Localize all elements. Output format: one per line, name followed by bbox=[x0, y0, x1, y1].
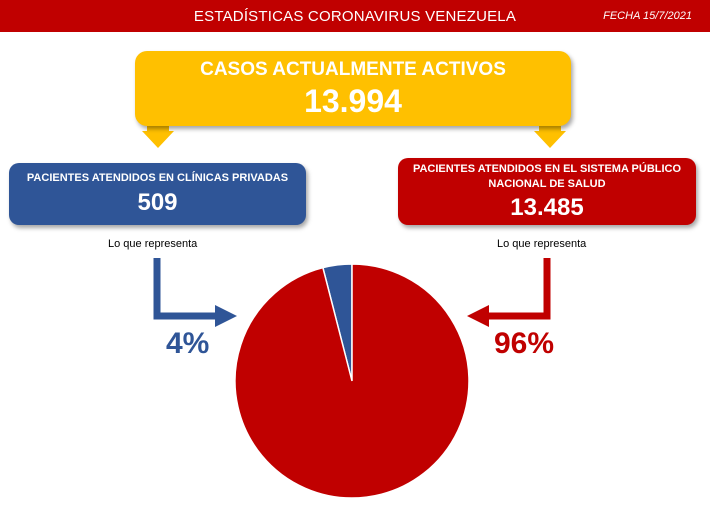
public-note: Lo que representa bbox=[497, 238, 587, 250]
private-percent: 4% bbox=[166, 327, 210, 360]
yellow-arrow-right-icon bbox=[534, 126, 566, 148]
active-cases-box: CASOS ACTUALMENTE ACTIVOS 13.994 bbox=[135, 51, 571, 126]
header-title: ESTADÍSTICAS CORONAVIRUS VENEZUELA bbox=[193, 8, 517, 25]
public-system-label: PACIENTES ATENDIDOS EN EL SISTEMA PÚBLIC… bbox=[398, 162, 696, 192]
public-system-value: 13.485 bbox=[510, 194, 584, 221]
header-bar: ESTADÍSTICAS CORONAVIRUS VENEZUELA FECHA… bbox=[0, 0, 710, 32]
private-clinics-box: PACIENTES ATENDIDOS EN CLÍNICAS PRIVADAS… bbox=[9, 163, 306, 225]
private-clinics-label: PACIENTES ATENDIDOS EN CLÍNICAS PRIVADAS bbox=[26, 172, 289, 184]
red-arrow-head-icon bbox=[467, 305, 489, 327]
active-cases-value: 13.994 bbox=[304, 83, 402, 119]
blue-arrow-head-icon bbox=[215, 305, 237, 327]
header-date: FECHA 15/7/2021 bbox=[603, 10, 692, 22]
pie-chart bbox=[234, 263, 470, 499]
public-system-box: PACIENTES ATENDIDOS EN EL SISTEMA PÚBLIC… bbox=[398, 158, 696, 225]
red-connector-arrow-icon bbox=[487, 258, 551, 320]
pie-slice-public bbox=[234, 263, 470, 499]
public-system-label-line1: PACIENTES ATENDIDOS EN EL SISTEMA PÚBLIC… bbox=[412, 163, 682, 175]
private-note: Lo que representa bbox=[108, 238, 198, 250]
yellow-arrow-left-icon bbox=[142, 126, 174, 148]
public-system-label-line2: NACIONAL DE SALUD bbox=[488, 178, 606, 190]
private-clinics-value: 509 bbox=[137, 189, 178, 216]
public-percent: 96% bbox=[494, 327, 555, 360]
active-cases-label: CASOS ACTUALMENTE ACTIVOS bbox=[200, 59, 506, 80]
blue-connector-arrow-icon bbox=[153, 258, 217, 320]
